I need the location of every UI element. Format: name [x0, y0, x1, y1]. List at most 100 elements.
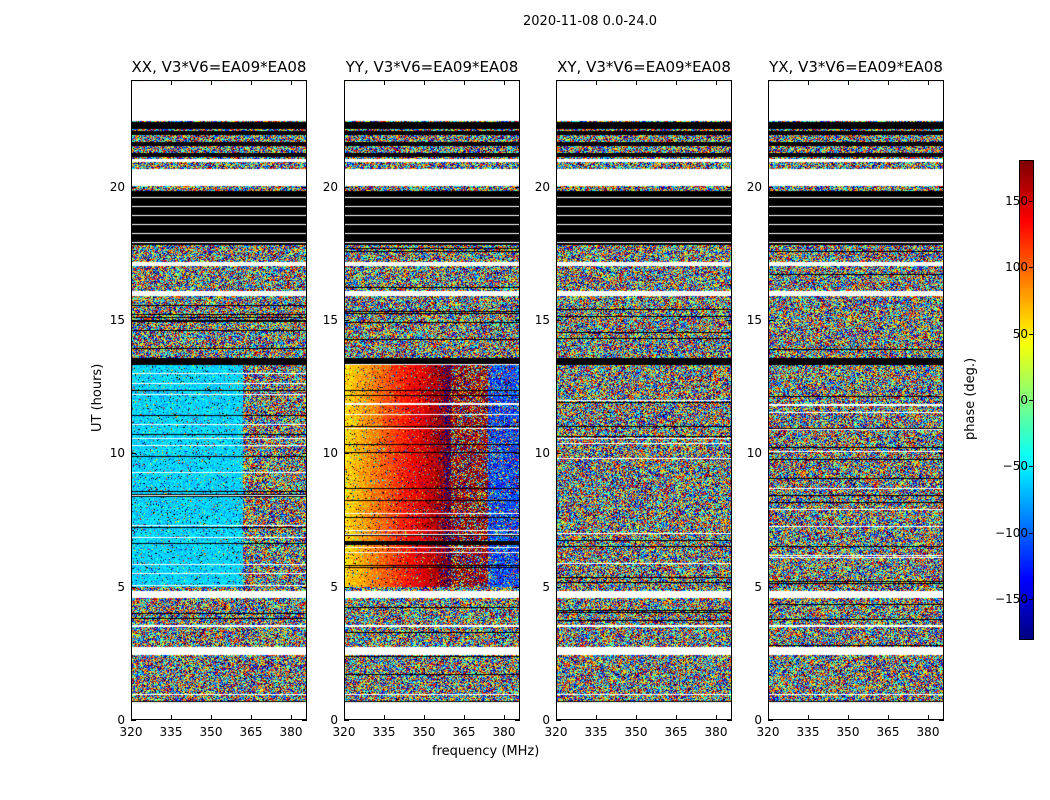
y-tick — [302, 453, 307, 455]
x-tick — [464, 80, 465, 85]
y-tick — [515, 453, 520, 455]
y-tick-label: 15 — [746, 313, 762, 327]
y-tick — [556, 586, 561, 588]
x-tick — [636, 80, 637, 85]
y-tick — [556, 186, 561, 188]
panel-title-xy: XY, V3*V6=EA09*EA08 — [557, 58, 731, 76]
y-tick-label: 5 — [754, 579, 762, 594]
colorbar-tick — [1029, 532, 1034, 534]
x-tick — [888, 80, 889, 85]
x-tick-label: 335 — [796, 725, 820, 739]
y-tick — [939, 453, 944, 455]
panel-title-yy: YY, V3*V6=EA09*EA08 — [345, 58, 519, 76]
x-tick — [291, 80, 292, 85]
x-tick-label: 365 — [452, 725, 476, 739]
x-tick — [251, 80, 252, 85]
x-tick — [888, 715, 889, 720]
x-axis-label: frequency (MHz) — [432, 744, 540, 759]
y-tick — [556, 720, 561, 721]
x-tick-label: 350 — [624, 725, 648, 739]
colorbar-gradient — [1020, 161, 1033, 639]
x-tick-label: 350 — [836, 725, 860, 739]
y-tick-label: 5 — [117, 579, 125, 594]
y-tick — [302, 586, 307, 588]
y-tick — [515, 186, 520, 188]
y-tick-label: 20 — [109, 179, 125, 194]
x-tick — [344, 80, 345, 85]
x-tick — [768, 80, 769, 85]
colorbar-tick-label: −150 — [995, 592, 1028, 607]
x-tick-label: 380 — [279, 725, 303, 739]
colorbar-tick — [1029, 267, 1034, 269]
x-tick — [716, 80, 717, 85]
y-tick — [768, 320, 773, 321]
y-tick — [727, 453, 732, 455]
x-tick — [504, 80, 505, 85]
x-tick-label: 320 — [756, 725, 780, 739]
x-tick — [344, 715, 345, 720]
x-tick — [596, 715, 597, 720]
y-tick — [768, 720, 773, 721]
heatmap-panel-xy — [556, 80, 732, 720]
y-tick-label: 15 — [534, 313, 550, 327]
x-tick-label: 365 — [876, 725, 900, 739]
x-tick — [808, 715, 809, 720]
y-tick-label: 15 — [322, 313, 338, 327]
y-tick — [939, 186, 944, 188]
y-tick-label: 10 — [109, 446, 125, 461]
heatmap-panel-yx — [768, 80, 944, 720]
x-tick-label: 335 — [584, 725, 608, 739]
panel-title-yx: YX, V3*V6=EA09*EA08 — [769, 58, 943, 76]
x-tick — [716, 715, 717, 720]
x-tick-label: 320 — [544, 725, 568, 739]
colorbar-tick — [1029, 400, 1034, 401]
panel-title-xx: XX, V3*V6=EA09*EA08 — [131, 58, 307, 76]
x-tick — [928, 80, 929, 85]
y-tick-label: 15 — [109, 313, 125, 327]
x-tick — [131, 80, 132, 85]
x-tick — [464, 715, 465, 720]
colorbar-tick-label: 0 — [1020, 393, 1028, 407]
x-tick — [808, 80, 809, 85]
x-tick — [848, 80, 849, 85]
x-tick — [424, 80, 425, 85]
x-tick — [596, 80, 597, 85]
colorbar-tick-label: 150 — [1005, 193, 1028, 208]
y-tick — [727, 586, 732, 588]
y-tick — [302, 720, 307, 721]
y-tick-label: 10 — [746, 446, 762, 461]
x-tick — [171, 715, 172, 720]
y-tick — [939, 320, 944, 321]
y-tick — [727, 186, 732, 188]
x-tick — [131, 715, 132, 720]
y-tick — [939, 586, 944, 588]
y-tick-label: 0 — [542, 713, 550, 727]
y-tick — [768, 453, 773, 455]
y-tick-label: 20 — [534, 179, 550, 194]
y-tick — [131, 453, 136, 455]
y-tick — [131, 720, 136, 721]
x-tick — [676, 715, 677, 720]
heatmap-canvas-xy — [556, 80, 732, 720]
y-tick — [344, 453, 349, 455]
x-tick — [768, 715, 769, 720]
y-tick-label: 5 — [542, 579, 550, 594]
figure-suptitle: 2020-11-08 0.0-24.0 — [523, 14, 657, 29]
x-tick-label: 380 — [492, 725, 516, 739]
x-tick — [384, 80, 385, 85]
x-tick-label: 335 — [372, 725, 396, 739]
y-tick — [131, 186, 136, 188]
x-tick — [556, 715, 557, 720]
x-tick — [211, 80, 212, 85]
y-tick — [556, 320, 561, 321]
y-tick — [727, 720, 732, 721]
x-tick — [211, 715, 212, 720]
y-tick — [344, 586, 349, 588]
y-tick — [344, 320, 349, 321]
x-tick — [636, 715, 637, 720]
x-tick-label: 350 — [412, 725, 436, 739]
y-tick — [515, 586, 520, 588]
x-tick — [676, 80, 677, 85]
heatmap-canvas-yy — [344, 80, 520, 720]
y-tick-label: 20 — [322, 179, 338, 194]
